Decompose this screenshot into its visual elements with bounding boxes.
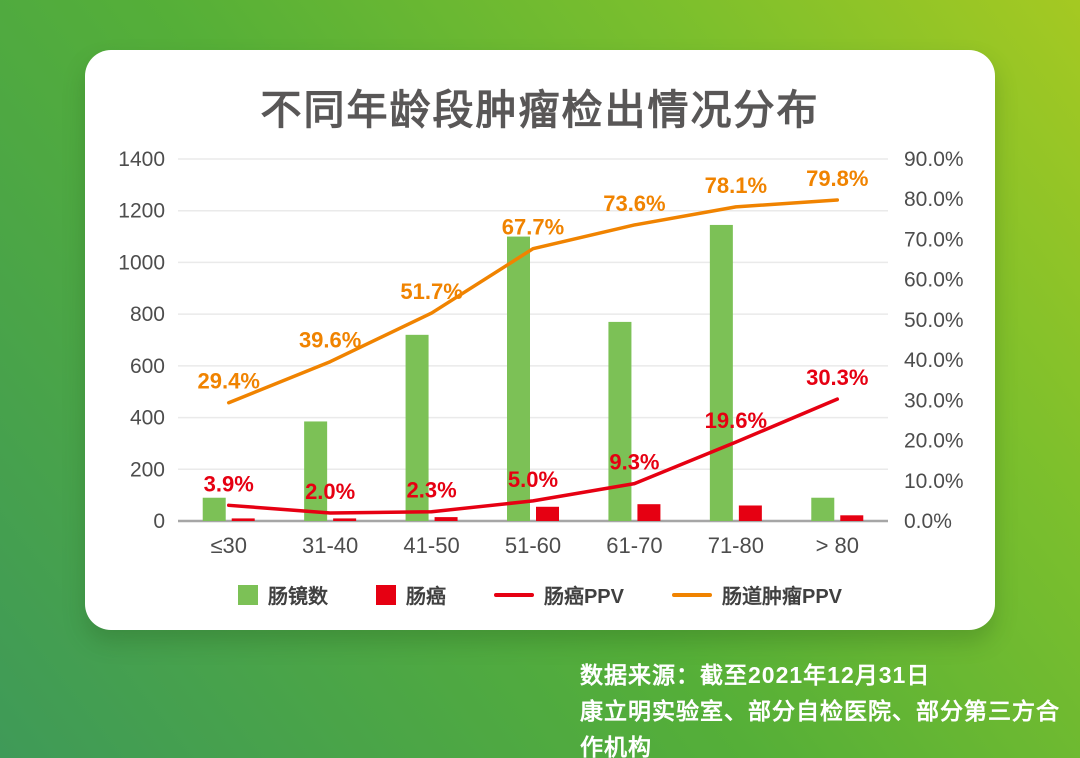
legend-label: 肠镜数 xyxy=(267,586,328,608)
bar-colonoscopy-count xyxy=(405,334,429,521)
right-axis-tick-label: 10.0% xyxy=(904,470,964,493)
x-axis-category-label: ≤30 xyxy=(210,533,247,558)
bar-colorectal-cancer xyxy=(536,506,559,521)
line-cancer-ppv xyxy=(226,397,840,515)
intestinal-tumor-ppv-label: 67.7% xyxy=(502,215,564,240)
bar-colorectal-cancer xyxy=(231,518,255,521)
intestinal-tumor-ppv-label: 78.1% xyxy=(705,173,767,198)
red-bar-swatch-icon xyxy=(375,584,396,605)
cancer-ppv-label: 2.0% xyxy=(305,479,355,504)
legend-item-cancer-ppv: 肠癌PPV xyxy=(493,580,624,609)
bar-colonoscopy-count xyxy=(811,497,835,521)
cancer-ppv-label: 30.3% xyxy=(806,365,868,390)
intestinal-tumor-ppv-label: 29.4% xyxy=(198,369,260,394)
chart-legend: 肠镜数 肠癌 肠癌PPV 肠道肿瘤PPV xyxy=(85,580,995,609)
x-axis-category-label: 61-70 xyxy=(606,533,662,558)
bar-colorectal-cancer xyxy=(637,504,661,521)
chart-card: 不同年龄段肿瘤检出情况分布 0 200 400 600 800 1000 1200 1400 0… xyxy=(85,50,995,630)
x-axis-category-label: 51-60 xyxy=(505,533,561,558)
right-axis-tick-label: 0.0% xyxy=(904,510,952,533)
bar-colorectal-cancer xyxy=(434,517,458,521)
right-axis-tick-label: 40.0% xyxy=(904,349,964,372)
data-source: 数据来源：截至2021年12月31日 康立明实验室、部分自检医院、部分第三方合作… xyxy=(580,657,1080,758)
x-axis-category-label: 71-80 xyxy=(708,533,764,558)
legend-item-intestinal-tumor-ppv: 肠道肿瘤PPV xyxy=(672,580,842,609)
bar-colonoscopy-count xyxy=(608,321,632,521)
legend-label: 肠癌 xyxy=(405,586,446,608)
right-axis-tick-label: 70.0% xyxy=(904,228,964,251)
legend-item-colonoscopy-count: 肠镜数 xyxy=(237,580,328,609)
legend-label: 肠道肿瘤PPV xyxy=(722,586,843,608)
right-axis-tick-label: 80.0% xyxy=(904,188,964,211)
red-line-swatch-icon xyxy=(493,592,534,597)
right-axis-tick-label: 30.0% xyxy=(904,389,964,412)
right-axis-tick-label: 60.0% xyxy=(904,269,964,292)
left-axis-tick-label: 1200 xyxy=(118,200,165,223)
x-axis-category-label: 41-50 xyxy=(403,533,459,558)
data-source-line1: 数据来源：截至2021年12月31日 xyxy=(580,662,931,688)
left-axis-tick-label: 0 xyxy=(153,510,165,533)
bar-colonoscopy-count xyxy=(202,497,226,521)
cancer-ppv-label: 5.0% xyxy=(508,467,558,492)
green-bar-swatch-icon xyxy=(237,584,258,605)
data-source-line2: 康立明实验室、部分自检医院、部分第三方合作机构 xyxy=(580,698,1060,758)
bar-colonoscopy-count xyxy=(507,236,530,522)
bar-colorectal-cancer xyxy=(840,515,864,521)
intestinal-tumor-ppv-label: 39.6% xyxy=(299,328,361,353)
orange-line-swatch-icon xyxy=(672,592,712,597)
left-axis-tick-label: 800 xyxy=(130,303,165,326)
bar-colorectal-cancer xyxy=(738,505,762,521)
cancer-ppv-label: 2.3% xyxy=(406,478,456,503)
chart-plot: 0 200 400 600 800 1000 1200 1400 0.0% 10.0% 20.0% 3… xyxy=(118,148,964,558)
left-axis-tick-label: 1400 xyxy=(118,148,165,171)
cancer-ppv-label: 19.6% xyxy=(705,408,767,433)
right-axis-tick-label: 50.0% xyxy=(904,309,964,332)
line-intestinal-tumor-ppv xyxy=(226,198,840,405)
bar-colonoscopy-count xyxy=(709,224,733,521)
left-axis-tick-label: 600 xyxy=(130,355,165,378)
bar-colorectal-cancer xyxy=(333,518,357,521)
bar-colonoscopy-count xyxy=(304,421,328,521)
right-axis-tick-label: 20.0% xyxy=(904,430,964,453)
right-axis-tick-label: 90.0% xyxy=(904,148,964,171)
intestinal-tumor-ppv-label: 51.7% xyxy=(400,279,462,304)
intestinal-tumor-ppv-label: 79.8% xyxy=(806,166,868,191)
cancer-ppv-label: 9.3% xyxy=(609,450,659,475)
cancer-ppv-label: 3.9% xyxy=(204,471,254,496)
legend-label: 肠癌PPV xyxy=(543,586,624,608)
chart-title: 不同年龄段肿瘤检出情况分布 xyxy=(260,87,820,133)
left-axis-tick-label: 200 xyxy=(130,458,165,481)
left-axis-tick-label: 400 xyxy=(130,407,165,430)
x-axis-category-label: 31-40 xyxy=(302,533,358,558)
legend-item-colorectal-cancer: 肠癌 xyxy=(375,580,446,609)
left-axis-tick-label: 1000 xyxy=(118,251,165,274)
intestinal-tumor-ppv-label: 73.6% xyxy=(603,191,665,216)
x-axis-category-label: > 80 xyxy=(816,533,859,558)
